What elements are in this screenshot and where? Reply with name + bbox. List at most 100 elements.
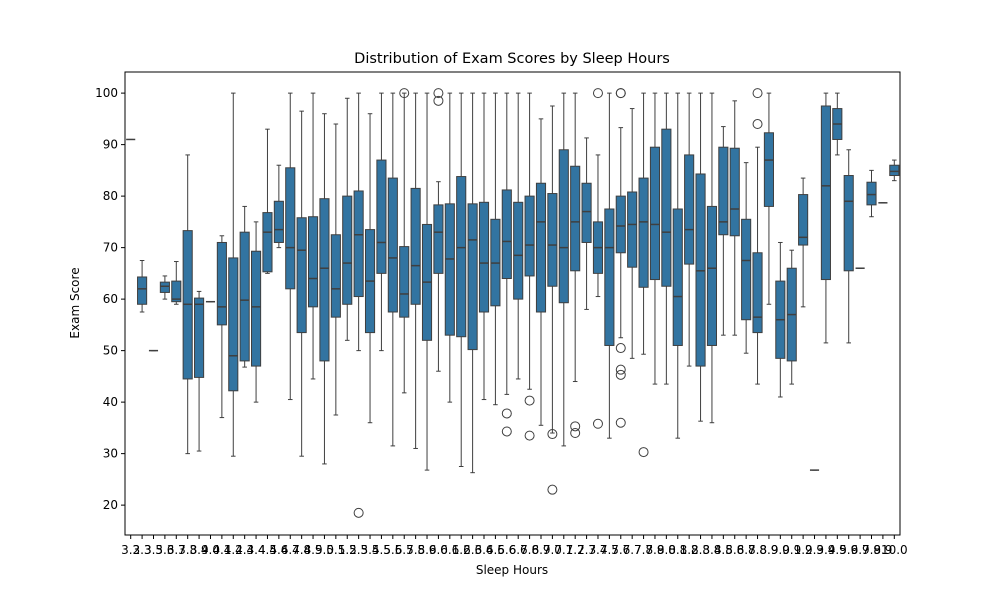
box	[820, 105, 831, 281]
outlier	[615, 417, 626, 428]
x-tick-label: 4.0	[201, 543, 220, 557]
x-tick-label: 5.8	[406, 543, 425, 557]
x-tick-label: 9.0	[771, 543, 790, 557]
y-tick-label: 50	[103, 344, 118, 358]
x-tick-label: 6.0	[429, 543, 448, 557]
outlier	[570, 421, 581, 432]
outlier	[615, 343, 626, 354]
outlier	[752, 88, 763, 99]
outlier	[524, 395, 535, 406]
box	[513, 201, 524, 300]
x-tick-label: 9.4	[816, 543, 835, 557]
box	[171, 280, 182, 303]
outlier	[524, 430, 535, 441]
x-tick-label: 6.9	[531, 543, 550, 557]
x-tick-label: 3.6	[155, 543, 174, 557]
y-tick-label: 60	[103, 292, 118, 306]
y-tick-label: 20	[103, 498, 118, 512]
box	[718, 146, 729, 236]
x-tick-label: 3.2	[121, 543, 140, 557]
y-tick-label: 100	[95, 86, 118, 100]
outlier	[399, 88, 410, 99]
box	[353, 190, 364, 298]
box	[228, 257, 239, 392]
x-tick-label: 3.5	[144, 543, 163, 557]
x-tick-label: 5.2	[338, 543, 357, 557]
box	[342, 195, 353, 305]
box	[194, 297, 205, 378]
outlier	[615, 364, 626, 375]
box	[501, 189, 512, 280]
box	[638, 177, 649, 288]
x-tick-label: 6.3	[463, 543, 482, 557]
outlier	[570, 428, 581, 439]
outlier	[615, 369, 626, 380]
box	[706, 205, 718, 346]
x-tick-label: 8.9	[759, 543, 778, 557]
x-tick-label: 5.0	[315, 543, 334, 557]
x-tick-label: 7.6	[611, 543, 630, 557]
x-tick-label: 6.7	[509, 543, 528, 557]
box	[604, 208, 615, 346]
outlier	[353, 507, 364, 518]
x-tick-label: 8.8	[748, 543, 767, 557]
box	[649, 146, 661, 281]
box	[843, 175, 854, 272]
x-tick-label: 7.9	[645, 543, 664, 557]
x-tick-label: 4.2	[224, 543, 243, 557]
x-tick-label: 9.3	[805, 543, 824, 557]
x-tick-label: 8.0	[657, 543, 676, 557]
box	[889, 164, 900, 177]
x-tick-label: 7.0	[543, 543, 562, 557]
box	[615, 195, 626, 254]
x-tick-label: 9.2	[794, 543, 813, 557]
y-axis-label: Exam Score	[68, 267, 82, 338]
y-tick-label: 30	[103, 447, 118, 461]
x-tick-label: 6.6	[497, 543, 516, 557]
x-tick-label: 5.6	[383, 543, 402, 557]
x-tick-label: 3.9	[190, 543, 209, 557]
box	[467, 203, 478, 351]
x-tick-label: 8.2	[680, 543, 699, 557]
x-tick-label: 6.1	[440, 543, 459, 557]
outlier	[501, 408, 512, 419]
box	[672, 208, 683, 346]
box	[524, 195, 535, 277]
box	[216, 241, 227, 326]
box	[296, 217, 307, 334]
outlier	[615, 88, 626, 99]
x-tick-label: 4.7	[281, 543, 300, 557]
outlier	[547, 484, 558, 495]
box	[251, 250, 262, 367]
x-tick-label: 8.4	[702, 543, 721, 557]
outlier	[501, 426, 512, 437]
x-tick-label: 8.5	[714, 543, 733, 557]
box	[866, 181, 877, 206]
outlier	[547, 429, 558, 440]
box	[137, 276, 148, 305]
box	[752, 252, 763, 334]
x-tick-label: 9.9	[873, 543, 892, 557]
x-tick-label: 7.5	[600, 543, 619, 557]
x-tick-label: 9.7	[851, 543, 870, 557]
outlier	[592, 88, 603, 99]
x-axis-label: Sleep Hours	[476, 563, 548, 577]
box	[581, 182, 592, 243]
x-tick-label: 5.4	[360, 543, 379, 557]
x-tick-label: 6.2	[452, 543, 471, 557]
x-tick-label: 4.4	[247, 543, 266, 557]
box	[239, 231, 250, 362]
outlier	[433, 95, 444, 106]
x-tick-label: 3.3	[133, 543, 152, 557]
y-tick-label: 80	[103, 189, 118, 203]
x-tick-label: 9.8	[862, 543, 881, 557]
y-tick-label: 90	[103, 138, 118, 152]
box	[376, 159, 387, 274]
x-tick-label: 5.1	[326, 543, 345, 557]
box	[159, 281, 170, 293]
box	[763, 132, 774, 207]
x-tick-label: 3.8	[178, 543, 197, 557]
x-tick-label: 8.6	[725, 543, 744, 557]
box	[627, 191, 638, 268]
